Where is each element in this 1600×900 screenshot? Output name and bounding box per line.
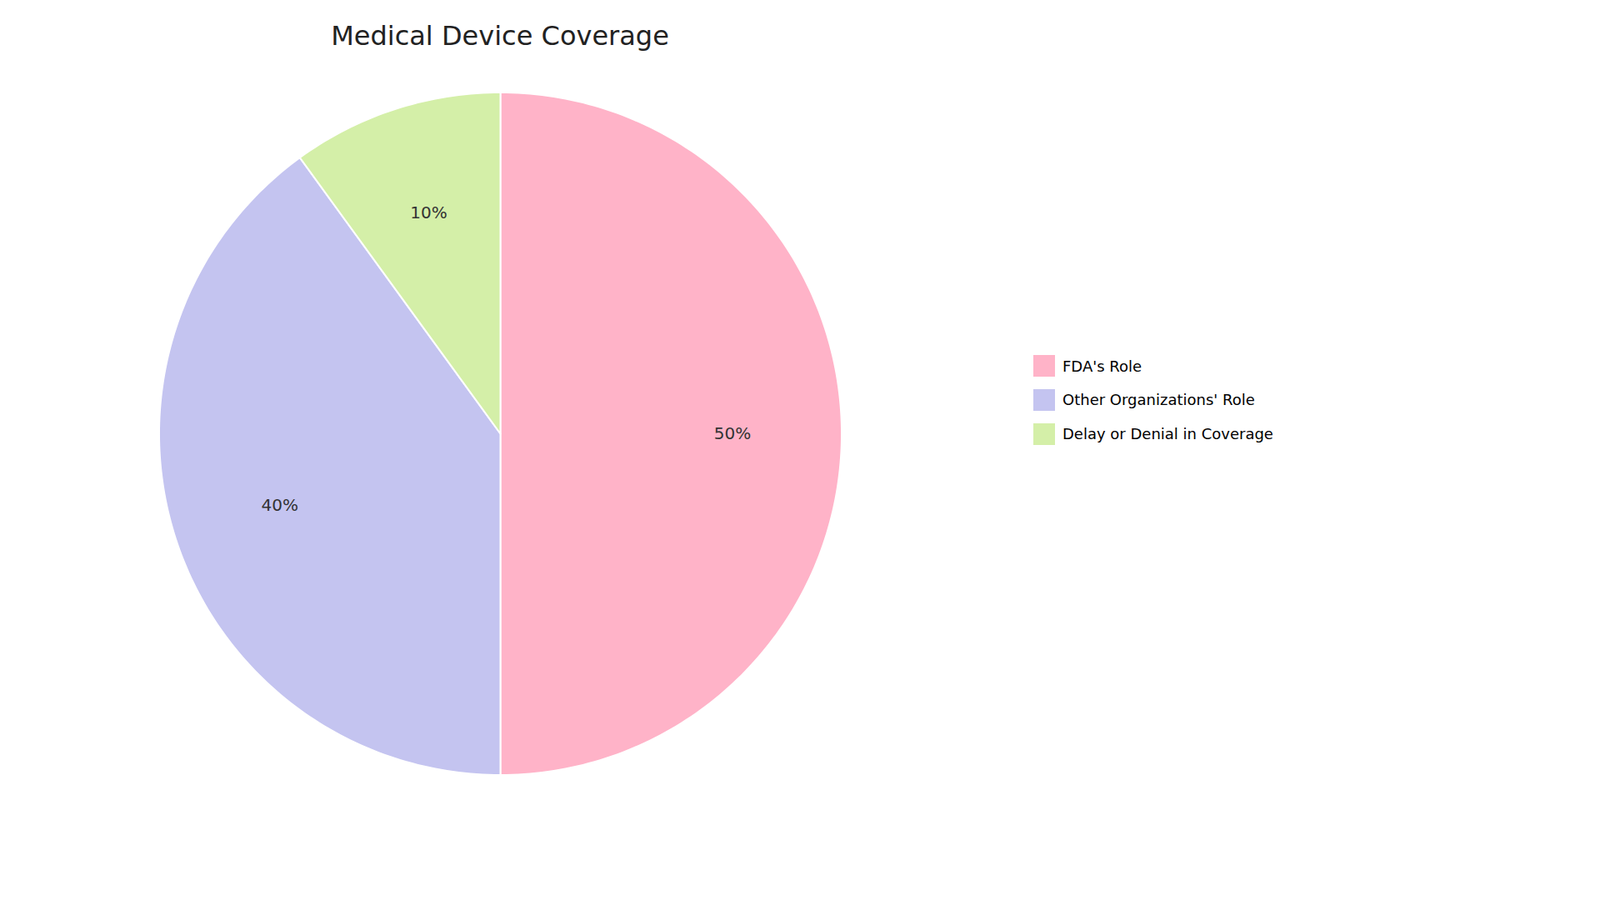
html-text:FDA's Role: FDA's Role (1062, 357, 1142, 375)
html-text:Delay or Denial in Coverage: Delay or Denial in Coverage (1062, 424, 1274, 443)
svg-text:40%: 40% (260, 495, 298, 515)
svg-text:10%: 10% (410, 202, 447, 223)
html-text:Medical Device Coverage: Medical Device Coverage (331, 20, 669, 52)
svg-text:50%: 50% (714, 423, 751, 444)
html-text:Other Organizations' Role: Other Organizations' Role (1062, 391, 1255, 409)
